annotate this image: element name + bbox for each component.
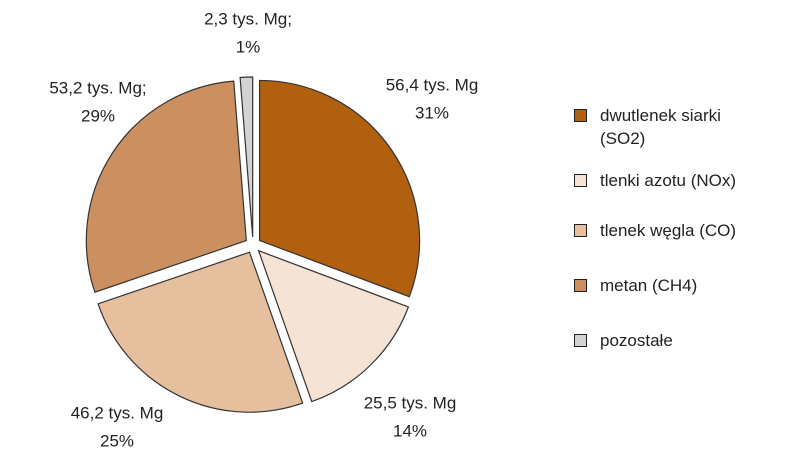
legend: dwutlenek siarki (SO2) tlenki azotu (NOx)…: [574, 104, 794, 352]
slice-percent: 14%: [393, 421, 427, 440]
slice-percent: 29%: [81, 106, 115, 125]
legend-swatch: [574, 334, 587, 347]
legend-item: dwutlenek siarki (SO2): [574, 104, 794, 150]
legend-item: pozostałe: [574, 329, 794, 352]
slice-percent: 25%: [100, 431, 134, 450]
legend-swatch: [574, 224, 587, 237]
pie-slice: [85, 80, 247, 293]
pie-slice: [97, 251, 304, 413]
legend-label: dwutlenek siarki (SO2): [600, 106, 721, 148]
legend-swatch: [574, 279, 587, 292]
slice-label: 46,2 tys. Mg: [71, 403, 164, 422]
slice-label: 53,2 tys. Mg;: [49, 78, 146, 97]
slice-percent: 31%: [415, 103, 449, 122]
pie-slice: [257, 249, 410, 403]
legend-label: metan (CH4): [600, 276, 698, 295]
legend-label: pozostałe: [600, 331, 673, 350]
legend-label: tlenek węgla (CO): [600, 221, 737, 240]
legend-item: tlenki azotu (NOx): [574, 169, 794, 192]
slice-percent: 1%: [236, 37, 261, 56]
slice-label: 2,3 tys. Mg;: [204, 9, 292, 28]
legend-item: metan (CH4): [574, 274, 794, 297]
legend-label: tlenki azotu (NOx): [600, 171, 737, 190]
legend-item: tlenek węgla (CO): [574, 219, 794, 242]
pie-slice: [239, 76, 254, 238]
pie-slice: [258, 79, 421, 298]
slice-label: 25,5 tys. Mg: [364, 393, 457, 412]
slice-label: 56,4 tys. Mg: [386, 75, 479, 94]
legend-swatch: [574, 174, 587, 187]
legend-swatch: [574, 109, 587, 122]
